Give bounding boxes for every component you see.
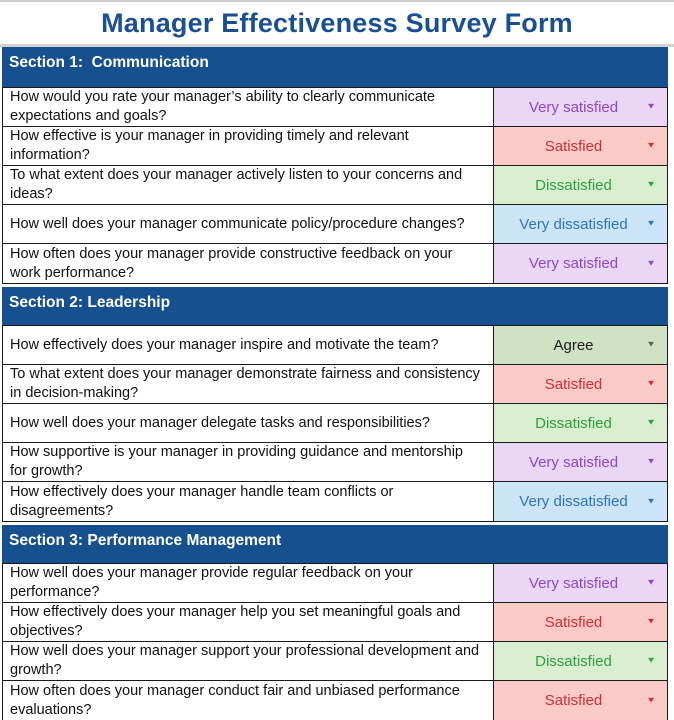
answer-dropdown[interactable]: Satisfied ▼ bbox=[494, 603, 667, 641]
section-header-communication: Section 1: Communication bbox=[2, 47, 668, 87]
question-text: How effective is your manager in providi… bbox=[3, 127, 494, 165]
answer-dropdown[interactable]: Dissatisfied ▼ bbox=[494, 642, 667, 680]
answer-dropdown[interactable]: Agree ▼ bbox=[494, 326, 667, 364]
section-header-leadership: Section 2: Leadership bbox=[2, 287, 668, 325]
answer-value: Very satisfied bbox=[528, 453, 619, 471]
dropdown-arrow-icon[interactable]: ▼ bbox=[646, 418, 656, 427]
section-rows-leadership: How effectively does your manager inspir… bbox=[2, 325, 668, 522]
answer-value: Satisfied bbox=[544, 613, 603, 631]
answer-value: Agree bbox=[553, 336, 594, 354]
question-text: How well does your manager communicate p… bbox=[3, 205, 494, 243]
table-row: How often does your manager provide cons… bbox=[3, 244, 667, 283]
dropdown-arrow-icon[interactable]: ▼ bbox=[646, 219, 656, 228]
dropdown-arrow-icon[interactable]: ▼ bbox=[646, 617, 656, 626]
section-header-performance-management: Section 3: Performance Management bbox=[2, 525, 668, 563]
answer-dropdown[interactable]: Very satisfied ▼ bbox=[494, 88, 667, 126]
table-row: How effectively does your manager help y… bbox=[3, 603, 667, 642]
title-area: Manager Effectiveness Survey Form bbox=[0, 2, 674, 44]
question-text: To what extent does your manager demonst… bbox=[3, 365, 494, 403]
answer-dropdown[interactable]: Dissatisfied ▼ bbox=[494, 404, 667, 442]
table-row: How effective is your manager in providi… bbox=[3, 127, 667, 166]
dropdown-arrow-icon[interactable]: ▼ bbox=[646, 496, 656, 506]
table-row: To what extent does your manager activel… bbox=[3, 166, 667, 205]
answer-value: Very satisfied bbox=[528, 255, 619, 272]
answer-dropdown[interactable]: Very satisfied ▼ bbox=[494, 443, 667, 481]
answer-value: Very satisfied bbox=[528, 574, 619, 592]
table-row: How supportive is your manager in provid… bbox=[3, 443, 667, 482]
dropdown-arrow-icon[interactable]: ▼ bbox=[646, 258, 656, 268]
question-text: How well does your manager support your … bbox=[3, 642, 494, 680]
answer-dropdown[interactable]: Satisfied ▼ bbox=[494, 127, 667, 165]
dropdown-arrow-icon[interactable]: ▼ bbox=[646, 578, 656, 587]
answer-value: Dissatisfied bbox=[535, 652, 612, 670]
answer-dropdown[interactable]: Very dissatisfied ▼ bbox=[494, 205, 667, 243]
table-row: How well does your manager delegate task… bbox=[3, 404, 667, 443]
table-row: How well does your manager communicate p… bbox=[3, 205, 667, 244]
question-text: How effectively does your manager help y… bbox=[3, 603, 494, 641]
dropdown-arrow-icon[interactable]: ▼ bbox=[646, 141, 656, 150]
question-text: How well does your manager provide regul… bbox=[3, 564, 494, 602]
dropdown-arrow-icon[interactable]: ▼ bbox=[646, 695, 656, 705]
table-row: To what extent does your manager demonst… bbox=[3, 365, 667, 404]
table-row: How often does your manager conduct fair… bbox=[3, 681, 667, 720]
question-text: How supportive is your manager in provid… bbox=[3, 443, 494, 481]
page-title: Manager Effectiveness Survey Form bbox=[101, 7, 573, 38]
question-text: How well does your manager delegate task… bbox=[3, 404, 494, 442]
answer-dropdown[interactable]: Very satisfied ▼ bbox=[494, 564, 667, 602]
section-rows-performance-management: How well does your manager provide regul… bbox=[2, 563, 668, 720]
answer-value: Dissatisfied bbox=[535, 414, 612, 432]
survey-form: Section 1: Communication How would you r… bbox=[0, 47, 674, 720]
dropdown-arrow-icon[interactable]: ▼ bbox=[646, 379, 656, 388]
section-rows-communication: How would you rate your manager’s abilit… bbox=[2, 87, 668, 284]
answer-dropdown[interactable]: Very satisfied ▼ bbox=[494, 244, 667, 283]
question-text: How would you rate your manager’s abilit… bbox=[3, 88, 494, 126]
question-text: To what extent does your manager activel… bbox=[3, 166, 494, 204]
dropdown-arrow-icon[interactable]: ▼ bbox=[646, 340, 656, 349]
table-row: How effectively does your manager inspir… bbox=[3, 326, 667, 365]
table-row: How effectively does your manager handle… bbox=[3, 482, 667, 521]
question-text: How often does your manager conduct fair… bbox=[3, 681, 494, 720]
dropdown-arrow-icon[interactable]: ▼ bbox=[646, 457, 656, 466]
table-row: How well does your manager support your … bbox=[3, 642, 667, 681]
window-top-border bbox=[0, 0, 674, 2]
answer-value: Very dissatisfied bbox=[519, 215, 628, 233]
answer-value: Satisfied bbox=[544, 137, 603, 155]
answer-dropdown[interactable]: Satisfied ▼ bbox=[494, 365, 667, 403]
answer-dropdown[interactable]: Satisfied ▼ bbox=[494, 681, 667, 720]
dropdown-arrow-icon[interactable]: ▼ bbox=[646, 180, 656, 189]
question-text: How effectively does your manager handle… bbox=[3, 482, 494, 521]
answer-value: Satisfied bbox=[544, 375, 603, 393]
question-text: How often does your manager provide cons… bbox=[3, 244, 494, 283]
title-divider bbox=[0, 44, 674, 47]
answer-dropdown[interactable]: Dissatisfied ▼ bbox=[494, 166, 667, 204]
table-row: How would you rate your manager’s abilit… bbox=[3, 88, 667, 127]
dropdown-arrow-icon[interactable]: ▼ bbox=[646, 102, 656, 111]
answer-dropdown[interactable]: Very dissatisfied ▼ bbox=[494, 482, 667, 521]
answer-value: Dissatisfied bbox=[535, 176, 612, 194]
answer-value: Satisfied bbox=[544, 692, 603, 709]
table-row: How well does your manager provide regul… bbox=[3, 564, 667, 603]
answer-value: Very dissatisfied bbox=[519, 493, 628, 510]
dropdown-arrow-icon[interactable]: ▼ bbox=[646, 656, 656, 665]
answer-value: Very satisfied bbox=[528, 98, 619, 116]
question-text: How effectively does your manager inspir… bbox=[3, 326, 494, 364]
